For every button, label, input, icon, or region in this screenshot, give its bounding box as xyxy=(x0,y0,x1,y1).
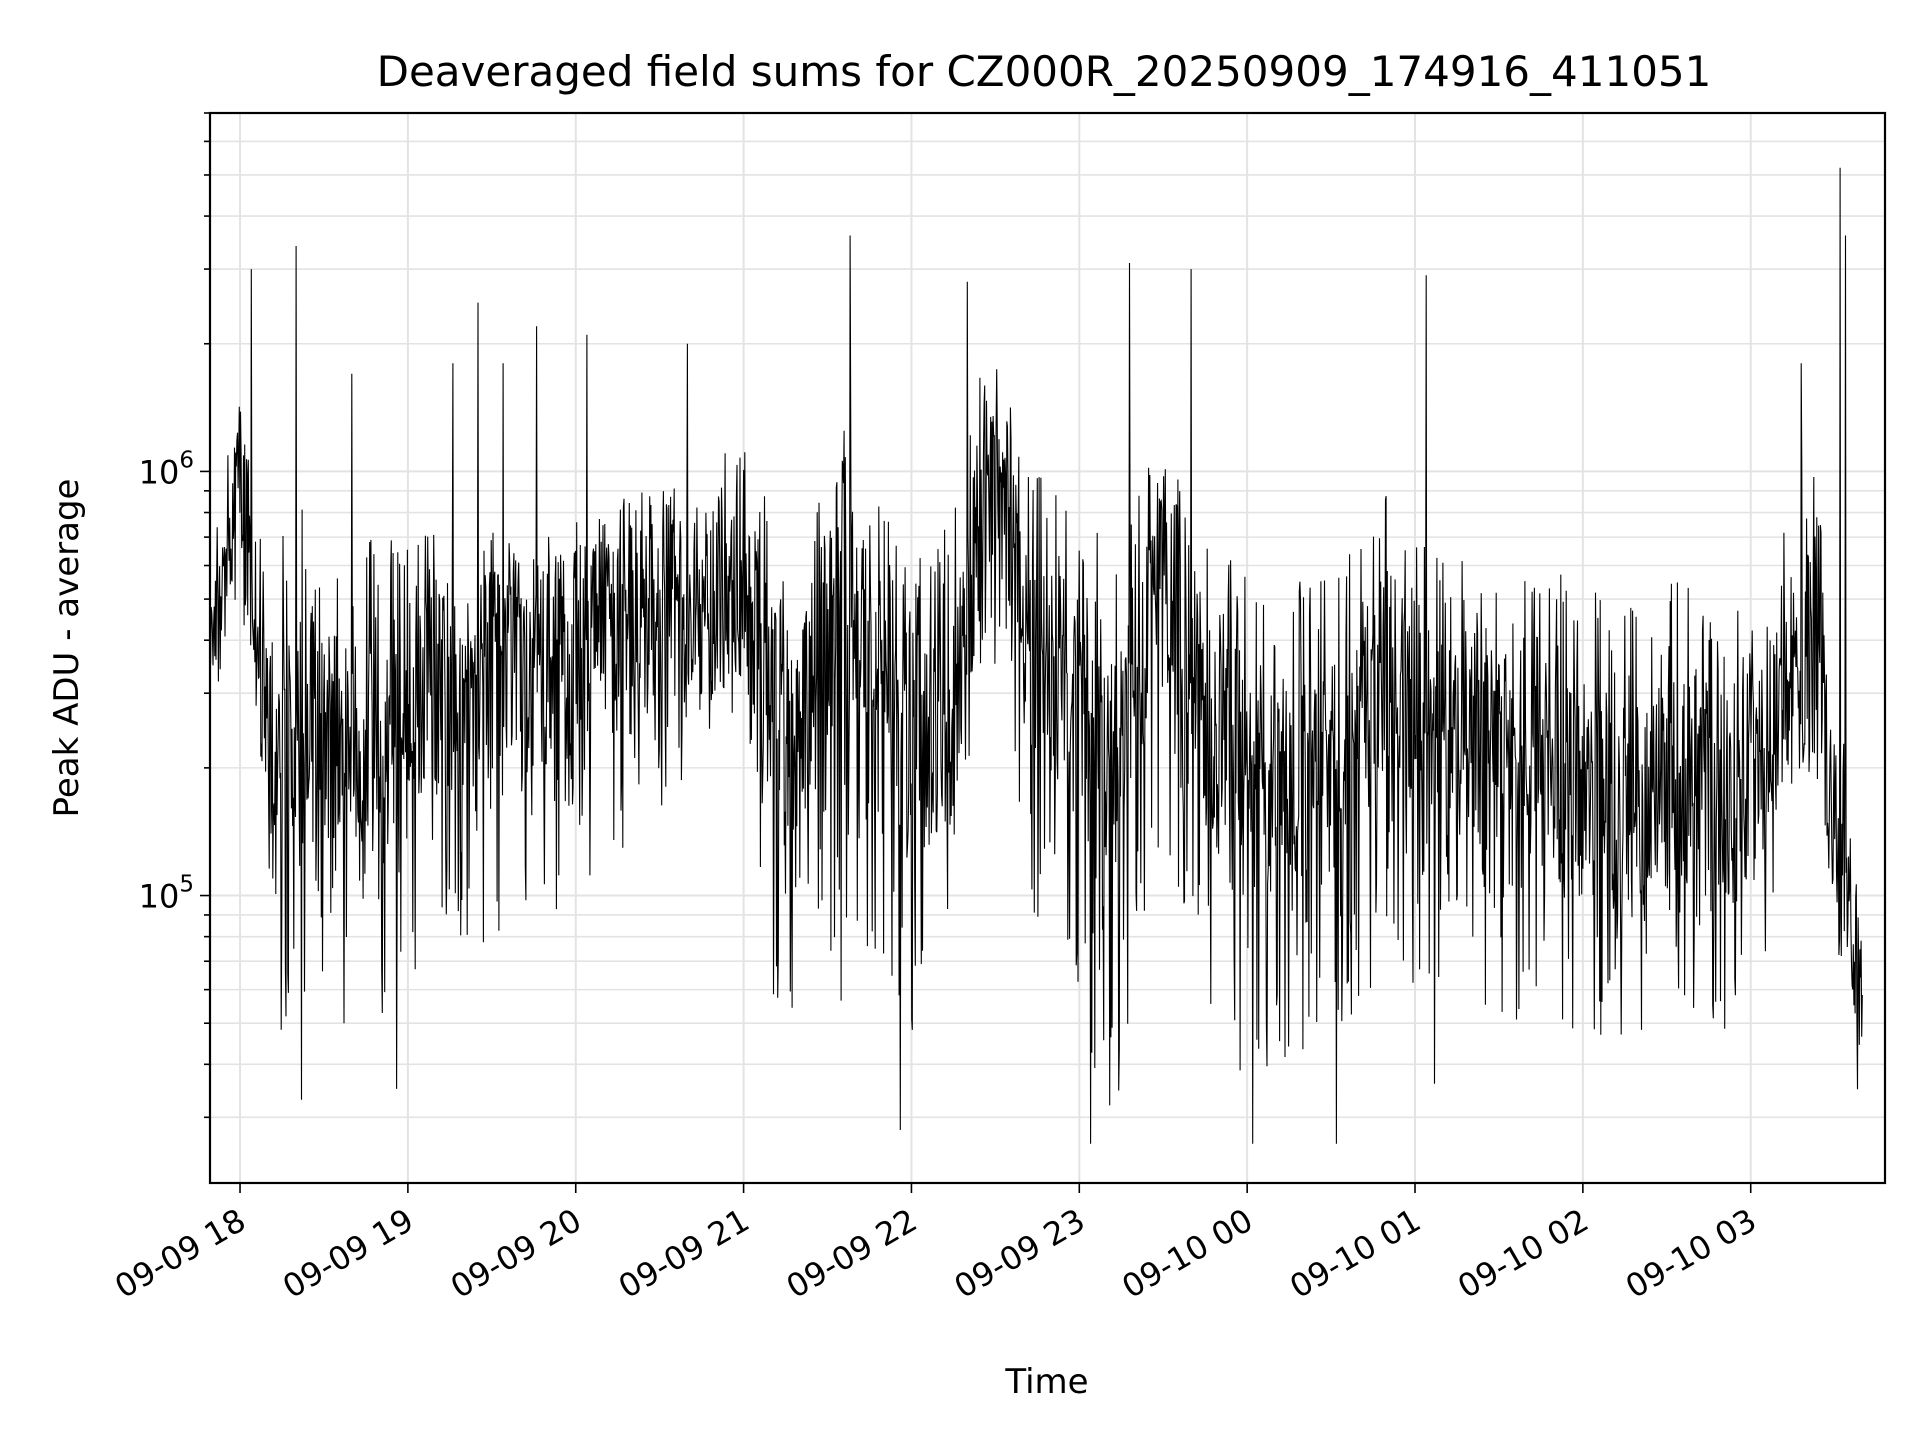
x-axis-label: Time xyxy=(1004,1362,1088,1402)
plot-area xyxy=(210,167,1863,1144)
series-line xyxy=(210,167,1863,1144)
y-axis-label: Peak ADU - average xyxy=(47,479,87,818)
plot-frame xyxy=(208,111,1887,1185)
chart-title: Deaveraged field sums for CZ000R_2025090… xyxy=(377,47,1712,96)
